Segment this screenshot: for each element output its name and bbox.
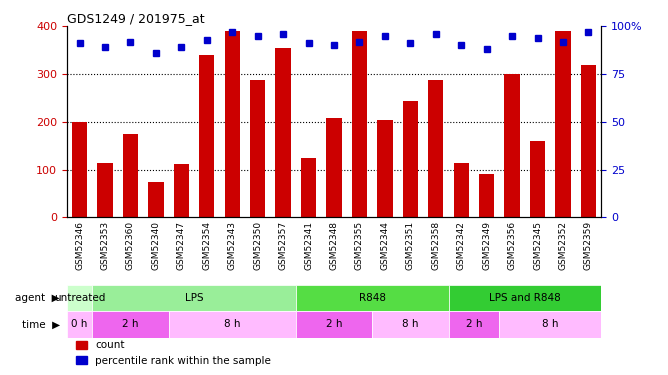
Text: GSM52358: GSM52358 [432, 221, 440, 270]
Bar [250, 80, 265, 218]
Bar [454, 164, 469, 218]
Text: GSM52347: GSM52347 [177, 221, 186, 270]
Bar [352, 31, 367, 217]
Text: GSM52345: GSM52345 [533, 221, 542, 270]
Text: GSM52341: GSM52341 [304, 221, 313, 270]
Text: GSM52340: GSM52340 [152, 221, 160, 270]
Text: GSM52356: GSM52356 [508, 221, 516, 270]
Bar [224, 31, 240, 217]
Bar [448, 285, 601, 311]
Bar [296, 311, 372, 338]
Text: GSM52353: GSM52353 [100, 221, 110, 270]
Text: GSM52360: GSM52360 [126, 221, 135, 270]
Bar [72, 122, 87, 218]
Bar [479, 174, 494, 217]
Bar [67, 311, 92, 338]
Bar [504, 74, 520, 217]
Text: GSM52343: GSM52343 [228, 221, 236, 270]
Bar [428, 80, 444, 218]
Text: GSM52352: GSM52352 [558, 221, 568, 270]
Text: GSM52351: GSM52351 [406, 221, 415, 270]
Bar [168, 311, 296, 338]
Bar [174, 164, 189, 218]
Bar [92, 285, 296, 311]
Bar [403, 101, 418, 217]
Bar [500, 311, 601, 338]
Bar [199, 55, 214, 217]
Bar [275, 48, 291, 217]
Text: LPS and R848: LPS and R848 [489, 293, 560, 303]
Bar [372, 311, 448, 338]
Text: agent  ▶: agent ▶ [15, 293, 60, 303]
Bar [123, 134, 138, 218]
Bar [301, 158, 316, 218]
Bar [377, 120, 393, 218]
Text: GSM52346: GSM52346 [75, 221, 84, 270]
Text: 8 h: 8 h [402, 320, 419, 329]
Text: R848: R848 [359, 293, 385, 303]
Text: GSM52350: GSM52350 [253, 221, 262, 270]
Text: GSM52355: GSM52355 [355, 221, 364, 270]
Text: 8 h: 8 h [224, 320, 240, 329]
Text: GSM52348: GSM52348 [329, 221, 339, 270]
Text: GSM52342: GSM52342 [457, 221, 466, 270]
Text: untreated: untreated [54, 293, 106, 303]
Bar [98, 164, 113, 218]
Text: GSM52349: GSM52349 [482, 221, 491, 270]
Bar [92, 311, 168, 338]
Text: 2 h: 2 h [122, 320, 139, 329]
Bar [581, 64, 596, 218]
Text: 8 h: 8 h [542, 320, 558, 329]
Text: 0 h: 0 h [71, 320, 88, 329]
Bar [530, 141, 545, 218]
Text: LPS: LPS [185, 293, 203, 303]
Bar [555, 31, 570, 217]
Text: GSM52359: GSM52359 [584, 221, 593, 270]
Bar [67, 285, 92, 311]
Text: GDS1249 / 201975_at: GDS1249 / 201975_at [67, 12, 204, 25]
Bar [327, 118, 341, 218]
Text: 2 h: 2 h [326, 320, 342, 329]
Text: GSM52354: GSM52354 [202, 221, 211, 270]
Bar [296, 285, 448, 311]
Bar [148, 182, 164, 218]
Text: time  ▶: time ▶ [22, 320, 60, 329]
Bar [448, 311, 500, 338]
Legend: count, percentile rank within the sample: count, percentile rank within the sample [72, 336, 275, 370]
Text: GSM52357: GSM52357 [279, 221, 288, 270]
Text: GSM52344: GSM52344 [380, 221, 389, 270]
Text: 2 h: 2 h [466, 320, 482, 329]
